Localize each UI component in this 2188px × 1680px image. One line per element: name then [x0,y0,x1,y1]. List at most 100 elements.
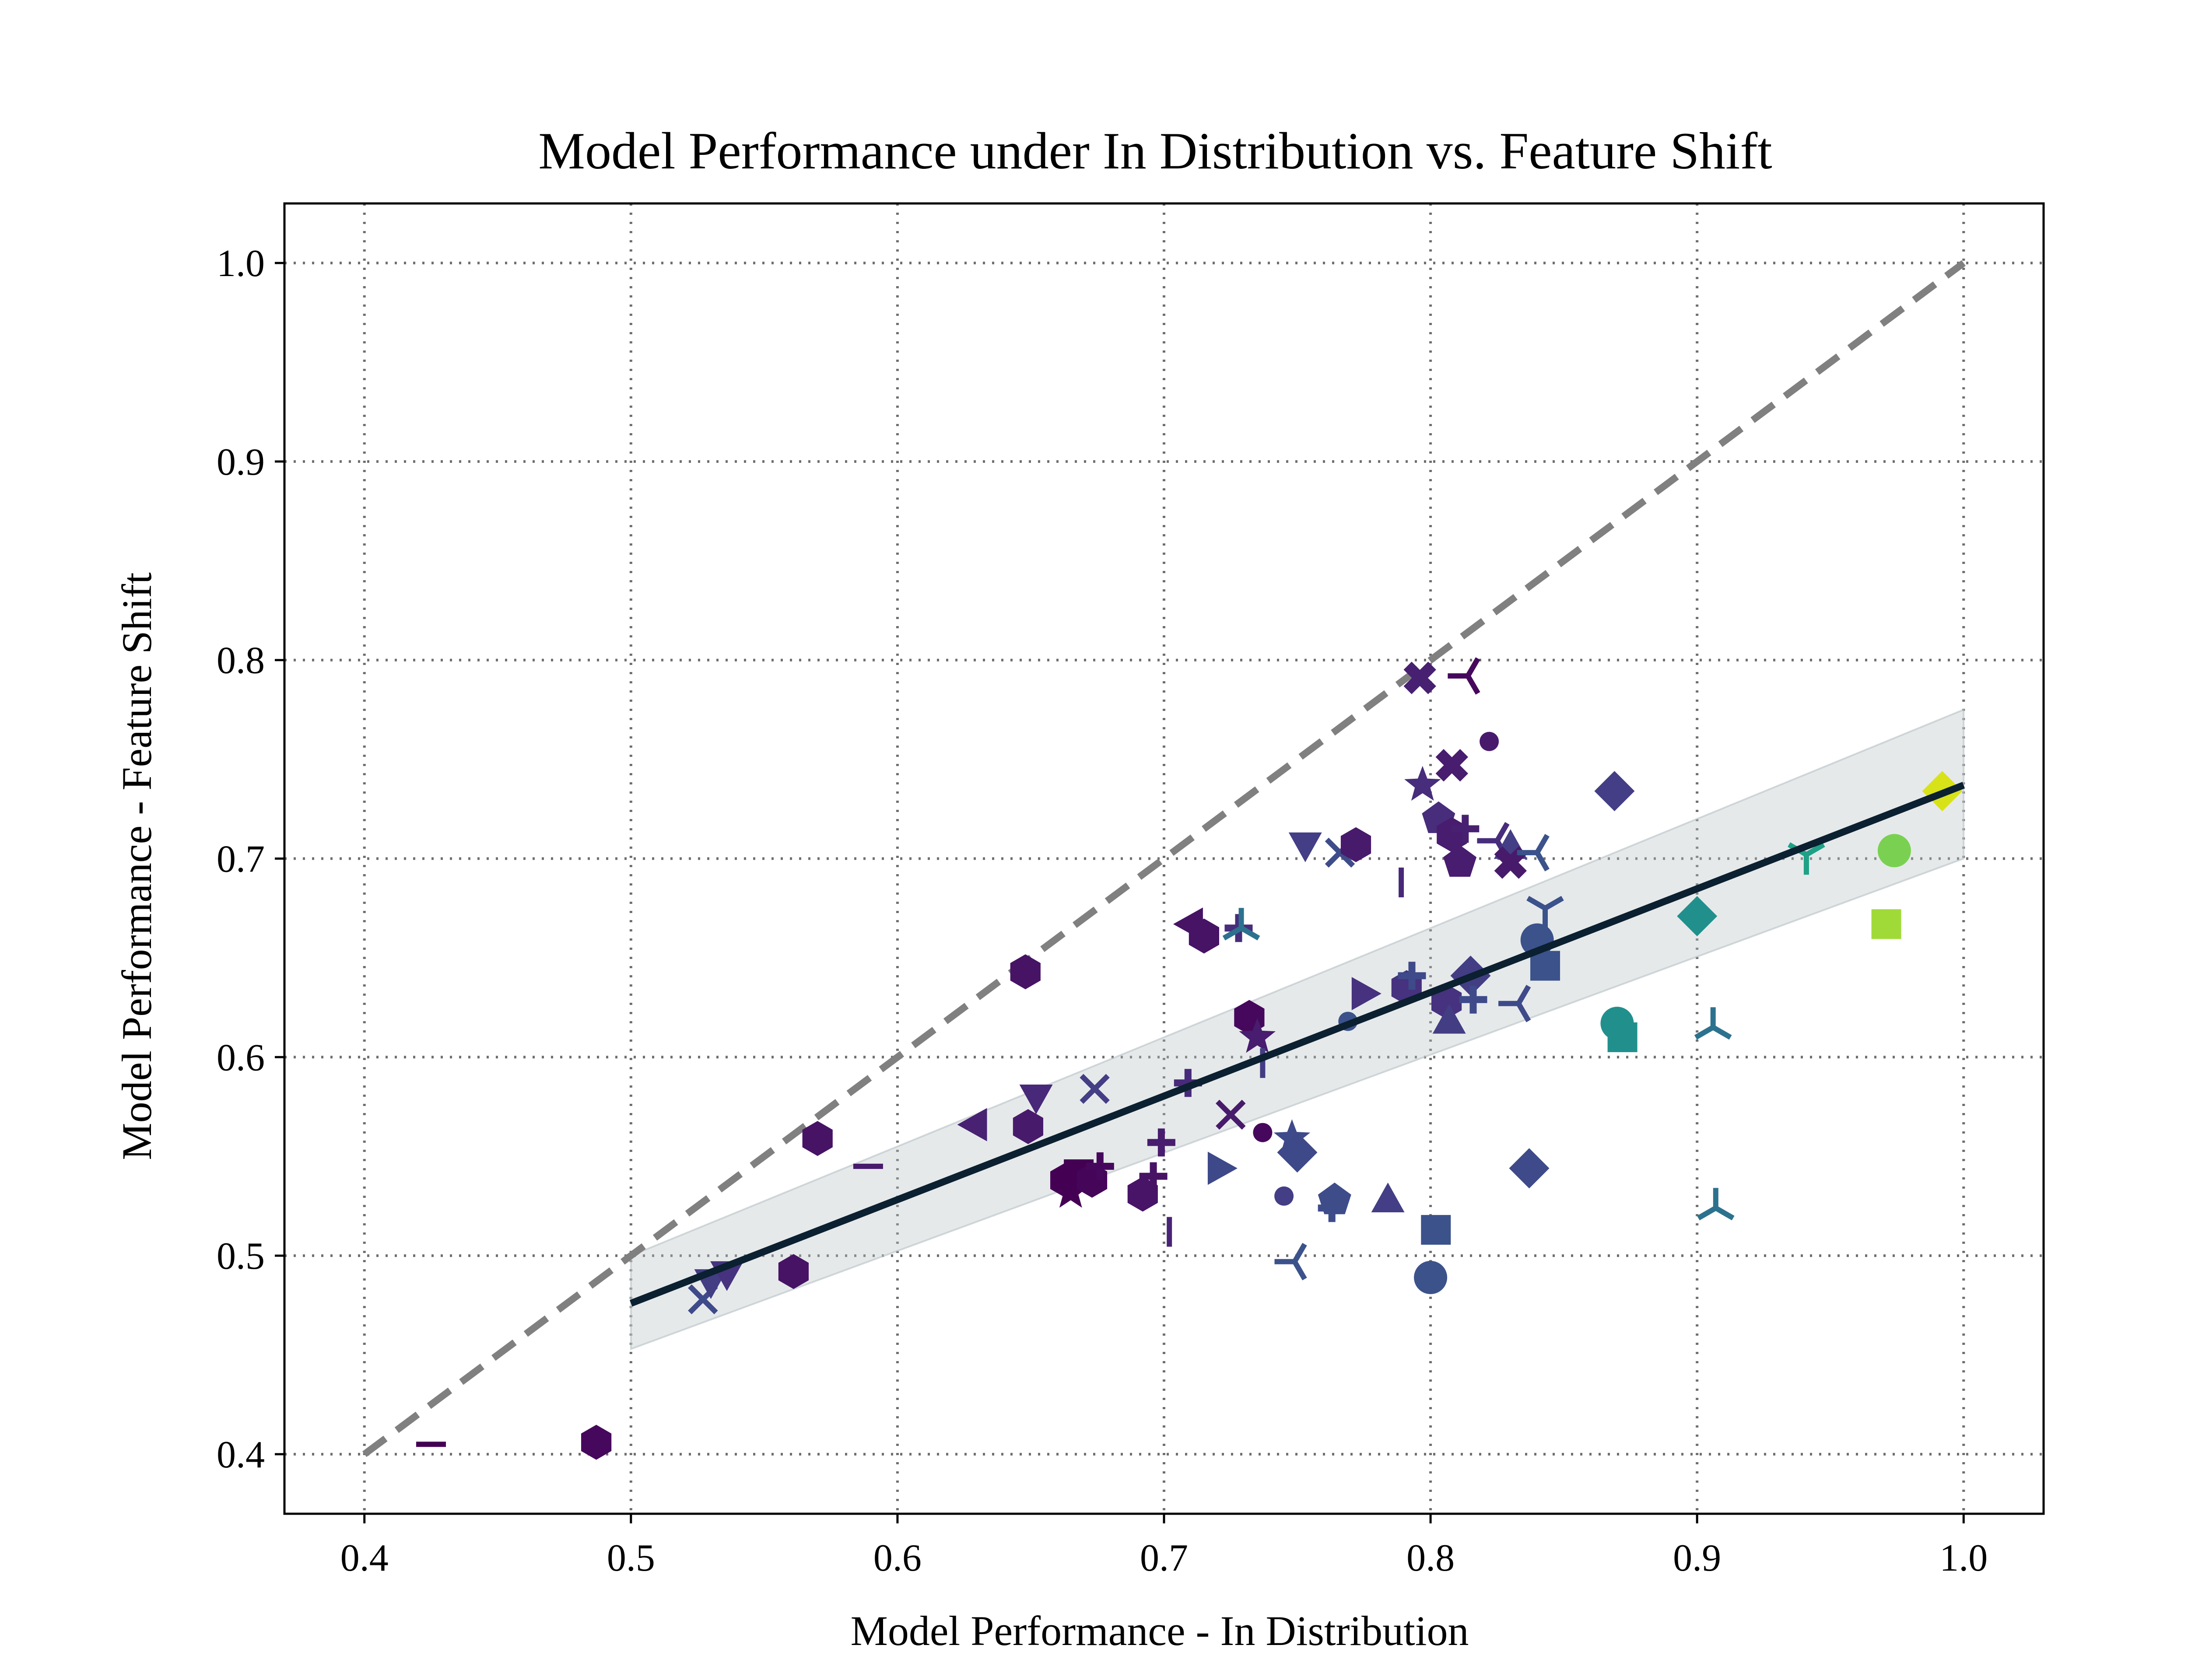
data-point-34 [1273,1119,1311,1154]
point-marker-diamond [1594,771,1635,812]
y-tick-label-5: 0.9 [217,441,265,483]
tri-arm [1222,926,1243,941]
x-tick-label-3: 0.7 [1140,1537,1188,1579]
data-point-77 [1697,1188,1735,1221]
point-marker-triangle [1371,1183,1405,1212]
data-point-13 [1052,1172,1089,1208]
data-point-9 [1010,954,1041,990]
point-marker-triangle [1432,1004,1466,1034]
point-marker-circle [1480,732,1499,751]
x-tick-label-6: 1.0 [1939,1537,1988,1579]
point-marker-star [1239,1018,1276,1053]
point-marker-circle [1274,1186,1294,1206]
point-marker-square [1871,909,1901,939]
point-marker-square [1530,951,1560,981]
point-marker-hexagon [778,1254,809,1289]
data-point-28 [1222,908,1260,941]
data-point-49 [1404,766,1441,801]
data-point-72 [1594,771,1635,812]
point-marker-diamond [1277,1132,1318,1173]
x-tick-label-4: 0.8 [1406,1537,1455,1579]
identity-line-layer [362,260,1966,1457]
data-point-35 [1274,1242,1307,1281]
data-point-66 [1498,984,1531,1022]
point-marker-pentagon [1443,845,1477,877]
data-point-61 [1459,985,1487,1014]
point-marker-circle [1877,834,1911,868]
point-marker-hexagon [581,1424,612,1460]
data-point-5 [778,1254,809,1289]
data-point-37 [1288,832,1322,862]
axis-ticks: 0.4 0.5 0.6 0.7 0.8 0.9 1.0 0.4 0.5 0.6 0.7 0.8 0.9 1… [217,242,1988,1579]
point-marker-hexagon [1013,1109,1043,1144]
data-point-8 [957,1108,987,1141]
data-point-42 [1340,827,1371,862]
y-tick-label-6: 1.0 [217,242,265,285]
data-point-17 [1080,1074,1110,1104]
tri-arm [1694,1025,1715,1040]
data-point-47 [1398,962,1426,990]
points-layer [416,657,1963,1460]
y-tick-label-2: 0.6 [217,1036,265,1079]
x-tick-label-0: 0.4 [340,1537,389,1579]
data-point-6 [802,1121,833,1156]
data-point-76 [1694,1007,1732,1040]
point-marker-pentagon [1318,1183,1351,1214]
data-point-71 [1526,896,1564,928]
point-marker-triangle [1351,977,1382,1011]
y-axis-label: Model Performance - Feature Shift [113,572,160,1160]
x-axis-label: Model Performance - In Distribution [851,1607,1469,1654]
point-marker-star [1052,1172,1089,1208]
data-point-74 [1607,1022,1637,1052]
data-point-80 [1877,834,1911,868]
tri-arm [1292,1242,1307,1263]
point-marker-x [1080,1074,1110,1104]
data-point-26 [1216,1099,1246,1130]
y-tick-label-4: 0.8 [217,640,265,682]
tri-arm [1535,834,1550,854]
data-point-19 [1139,1162,1168,1190]
data-point-25 [1207,1152,1238,1185]
point-marker-x [1435,749,1468,782]
x-tick-label-5: 0.9 [1673,1537,1721,1579]
tri-arm [1805,842,1825,857]
point-marker-circle [1414,1261,1448,1294]
data-point-54 [1432,1004,1466,1034]
tri-arm [1516,984,1531,1005]
y-tick-label-1: 0.5 [217,1235,265,1278]
point-marker-square [1607,1022,1637,1052]
point-marker-hexagon [802,1121,833,1156]
data-point-75 [1677,896,1718,937]
point-marker-hexagon [1010,954,1041,990]
data-point-67 [1509,1148,1550,1189]
point-marker-diamond [1677,896,1718,937]
tri-arm [1535,851,1550,872]
point-marker-triangle [1207,1152,1238,1185]
tri-arm [1292,1260,1307,1281]
tri-arm [1543,896,1564,911]
confidence-band [630,708,1965,1351]
point-marker-star [1273,1119,1311,1154]
data-point-43 [1351,977,1382,1011]
data-point-1 [581,1424,612,1460]
point-marker-circle [1253,1123,1273,1142]
tri-arm [1516,1002,1531,1022]
point-marker-triangle [957,1108,987,1141]
data-point-48 [1403,662,1436,694]
point-marker-hexagon [1189,918,1219,954]
y-tick-label-0: 0.4 [217,1434,265,1476]
tri-arm [1714,1206,1735,1221]
chart-title: Model Performance under In Distribution … [538,122,1772,180]
data-point-62 [1480,732,1499,751]
data-point-68 [1517,834,1550,872]
data-point-10 [1013,1109,1043,1144]
point-marker-square [1421,1215,1451,1245]
data-point-57 [1443,845,1477,877]
data-point-44 [1371,1183,1405,1212]
data-point-70 [1530,951,1560,981]
data-point-31 [1253,1123,1273,1142]
point-marker-x [1216,1099,1246,1130]
tri-arm [1495,822,1510,842]
confidence-band-layer [630,708,1965,1351]
point-marker-hexagon [1340,827,1371,862]
